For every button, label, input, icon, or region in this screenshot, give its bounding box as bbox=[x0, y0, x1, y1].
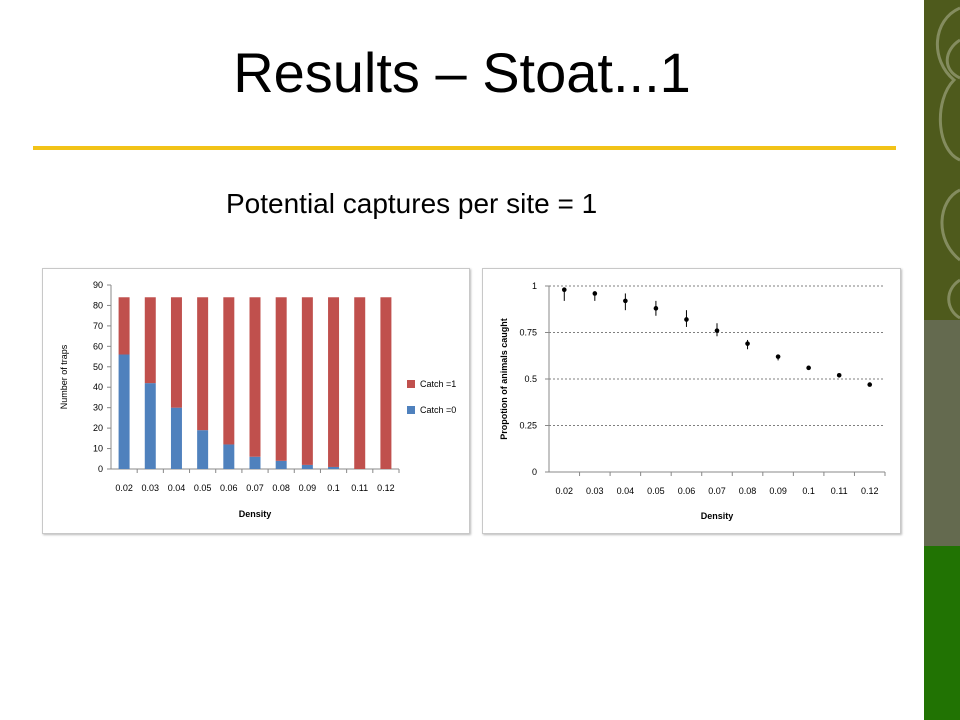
stacked-bar-chart-panel: 0 10 20 30 40 50 60 70 80 90 0.02 0.03 0.04 0.05 0.06 0… bbox=[42, 268, 470, 534]
bar-catch1-0.11 bbox=[354, 297, 366, 469]
data-point-0.11 bbox=[836, 372, 842, 378]
x-tick-label: 0.05 bbox=[647, 486, 665, 496]
y-axis-title: Number of traps bbox=[59, 344, 69, 409]
bar-catch1-0.1 bbox=[328, 297, 340, 467]
legend-label: Catch =1 bbox=[420, 379, 456, 389]
bar-catch1-0.07 bbox=[249, 297, 261, 457]
legend-swatch bbox=[407, 406, 415, 414]
bar-catch1-0.04 bbox=[170, 297, 182, 408]
stacked-bar-chart: 0 10 20 30 40 50 60 70 80 90 0.02 0.03 0.04 0.05 0.06 0… bbox=[59, 280, 456, 519]
bar-catch1-0.02 bbox=[118, 297, 130, 355]
bar-catch0-0.08 bbox=[275, 460, 287, 469]
y-tick-label: 60 bbox=[93, 341, 103, 351]
y-tick-label: 80 bbox=[93, 300, 103, 310]
x-tick-label: 0.11 bbox=[351, 483, 368, 493]
y-tick-label: 0.5 bbox=[524, 374, 537, 384]
x-tick-label: 0.04 bbox=[617, 486, 635, 496]
y-tick-label: 0.75 bbox=[519, 328, 537, 338]
bar-catch1-0.09 bbox=[301, 297, 313, 465]
x-tick-label: 0.07 bbox=[246, 483, 264, 493]
bar-catch0-0.07 bbox=[249, 456, 261, 469]
y-axis-title: Propotion of animals caught bbox=[499, 318, 509, 440]
bar-catch1-0.06 bbox=[223, 297, 235, 445]
data-point-0.09 bbox=[775, 354, 781, 359]
x-tick-label: 0.09 bbox=[299, 483, 317, 493]
y-tick-label: 50 bbox=[93, 362, 103, 372]
x-tick-label: 0.07 bbox=[708, 486, 726, 496]
legend-label: Catch =0 bbox=[420, 405, 456, 415]
bar-catch0-0.09 bbox=[301, 464, 313, 469]
bar-catch1-0.12 bbox=[380, 297, 392, 469]
bar-catch0-0.06 bbox=[223, 444, 235, 469]
data-point-0.07 bbox=[714, 328, 720, 333]
x-tick-label: 0.04 bbox=[168, 483, 186, 493]
x-tick-label: 0.12 bbox=[377, 483, 395, 493]
data-point-0.02 bbox=[561, 287, 567, 293]
x-tick-label: 0.06 bbox=[220, 483, 238, 493]
y-tick-label: 90 bbox=[93, 280, 103, 290]
x-tick-label: 0.1 bbox=[327, 483, 340, 493]
x-axis-title: Density bbox=[239, 509, 272, 519]
data-point-0.05 bbox=[653, 306, 659, 311]
x-tick-label: 0.12 bbox=[861, 486, 879, 496]
slide-subtitle: Potential captures per site = 1 bbox=[226, 188, 598, 219]
sidebar-top-block bbox=[924, 0, 960, 320]
sidebar-middle-block bbox=[924, 320, 960, 546]
bar-catch0-0.1 bbox=[328, 466, 340, 469]
x-tick-label: 0.03 bbox=[586, 486, 604, 496]
data-point-0.06 bbox=[684, 317, 689, 322]
title-divider bbox=[33, 146, 896, 150]
x-axis-title: Density bbox=[701, 511, 734, 521]
scatter-chart: 0 0.25 0.5 0.75 1 0.02 0.03 0.04 0.05 0.06 0.07 0.0… bbox=[499, 281, 886, 521]
data-point-0.08 bbox=[745, 341, 750, 346]
y-tick-label: 0 bbox=[532, 467, 537, 477]
data-point-0.03 bbox=[592, 291, 598, 296]
x-tick-label: 0.08 bbox=[739, 486, 757, 496]
slide-title: Results – Stoat...1 bbox=[233, 41, 691, 104]
x-tick-label: 0.1 bbox=[802, 486, 815, 496]
data-point-0.04 bbox=[623, 298, 628, 304]
data-point-0.12 bbox=[867, 382, 873, 387]
bar-catch1-0.03 bbox=[144, 297, 156, 384]
y-tick-label: 70 bbox=[93, 321, 103, 331]
y-tick-label: 30 bbox=[93, 403, 103, 413]
bar-catch1-0.08 bbox=[275, 297, 287, 461]
x-tick-label: 0.11 bbox=[831, 486, 848, 496]
y-tick-label: 0 bbox=[98, 464, 103, 474]
x-tick-label: 0.08 bbox=[272, 483, 290, 493]
bar-catch0-0.05 bbox=[197, 430, 209, 469]
y-tick-label: 20 bbox=[93, 423, 103, 433]
x-tick-label: 0.06 bbox=[678, 486, 696, 496]
y-tick-label: 0.25 bbox=[519, 421, 537, 431]
sidebar-bottom-block bbox=[924, 546, 960, 720]
bar-catch1-0.05 bbox=[197, 297, 209, 431]
x-tick-label: 0.02 bbox=[556, 486, 574, 496]
x-tick-label: 0.02 bbox=[115, 483, 133, 493]
data-point-0.1 bbox=[806, 365, 811, 371]
x-tick-label: 0.09 bbox=[769, 486, 787, 496]
x-tick-label: 0.05 bbox=[194, 483, 212, 493]
x-tick-label: 0.03 bbox=[142, 483, 160, 493]
sidebar-swirl-decoration bbox=[935, 6, 960, 320]
legend-swatch bbox=[407, 380, 415, 388]
y-tick-label: 40 bbox=[93, 382, 103, 392]
bar-catch0-0.03 bbox=[144, 383, 156, 469]
scatter-chart-panel: 0 0.25 0.5 0.75 1 0.02 0.03 0.04 0.05 0.06 0.07 0.0… bbox=[482, 268, 901, 534]
bar-catch0-0.02 bbox=[118, 354, 130, 469]
y-tick-label: 10 bbox=[93, 444, 103, 454]
y-tick-label: 1 bbox=[532, 281, 537, 291]
bar-catch0-0.04 bbox=[170, 407, 182, 469]
